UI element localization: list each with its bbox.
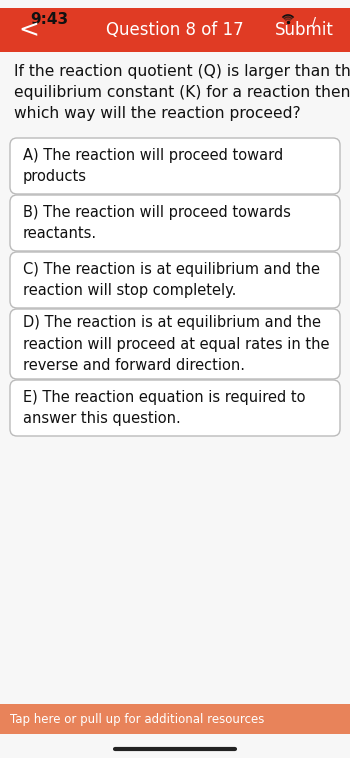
Text: B) The reaction will proceed towards
reactants.: B) The reaction will proceed towards rea… — [23, 205, 291, 241]
FancyBboxPatch shape — [10, 309, 340, 379]
FancyBboxPatch shape — [10, 380, 340, 436]
Text: 9:43: 9:43 — [30, 11, 68, 27]
FancyBboxPatch shape — [10, 138, 340, 194]
Text: C) The reaction is at equilibrium and the
reaction will stop completely.: C) The reaction is at equilibrium and th… — [23, 262, 320, 298]
Text: Submit: Submit — [275, 21, 334, 39]
Bar — [328, 20, 330, 24]
Bar — [263, 18, 266, 24]
FancyBboxPatch shape — [10, 252, 340, 308]
Text: D) The reaction is at equilibrium and the
reaction will proceed at equal rates i: D) The reaction is at equilibrium and th… — [23, 315, 329, 372]
Bar — [258, 20, 261, 24]
Text: <: < — [18, 18, 39, 42]
FancyBboxPatch shape — [0, 8, 350, 52]
Text: If the reaction quotient (Q) is larger than the
equilibrium constant (K) for a r: If the reaction quotient (Q) is larger t… — [14, 64, 350, 121]
Text: E) The reaction equation is required to
answer this question.: E) The reaction equation is required to … — [23, 390, 306, 426]
Text: /: / — [312, 17, 316, 27]
Text: Question 8 of 17: Question 8 of 17 — [106, 21, 244, 39]
FancyBboxPatch shape — [10, 195, 340, 251]
FancyBboxPatch shape — [306, 17, 329, 27]
Text: Tap here or pull up for additional resources: Tap here or pull up for additional resou… — [10, 713, 264, 725]
FancyBboxPatch shape — [0, 704, 350, 734]
Bar — [273, 14, 276, 24]
Text: A) The reaction will proceed toward
products: A) The reaction will proceed toward prod… — [23, 148, 283, 184]
Bar — [268, 16, 272, 24]
